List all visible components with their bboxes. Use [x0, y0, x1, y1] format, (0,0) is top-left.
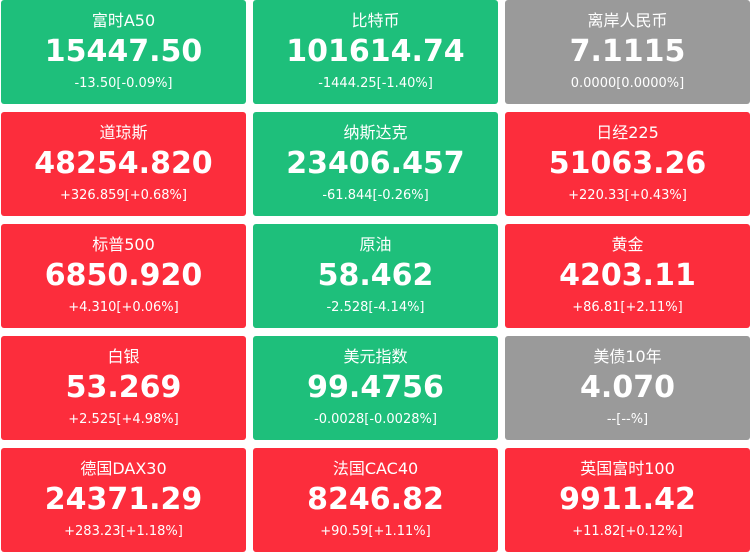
- quote-change: +283.23[+1.18%]: [64, 524, 183, 539]
- quote-tile-cac40[interactable]: 法国CAC40 8246.82 +90.59[+1.11%]: [253, 448, 498, 552]
- quote-name: 黄金: [611, 235, 644, 254]
- quote-change: +220.33[+0.43%]: [568, 188, 687, 203]
- quote-price: 4.070: [580, 370, 675, 405]
- quote-name: 白银: [107, 347, 140, 366]
- quote-price: 9911.42: [559, 482, 696, 517]
- quote-change: +86.81[+2.11%]: [572, 300, 683, 315]
- quote-tile-nikkei-225[interactable]: 日经225 51063.26 +220.33[+0.43%]: [505, 112, 750, 216]
- quote-tile-dax30[interactable]: 德国DAX30 24371.29 +283.23[+1.18%]: [1, 448, 246, 552]
- quote-tile-bitcoin[interactable]: 比特币 101614.74 -1444.25[-1.40%]: [253, 0, 498, 104]
- quote-change: -0.0028[-0.0028%]: [314, 412, 437, 427]
- quote-tile-gold[interactable]: 黄金 4203.11 +86.81[+2.11%]: [505, 224, 750, 328]
- quote-change: -1444.25[-1.40%]: [318, 76, 433, 91]
- quote-name: 道琼斯: [99, 123, 148, 142]
- quote-price: 53.269: [65, 370, 182, 405]
- quote-price: 4203.11: [559, 258, 696, 293]
- quote-tile-nasdaq[interactable]: 纳斯达克 23406.457 -61.844[-0.26%]: [253, 112, 498, 216]
- quote-price: 8246.82: [307, 482, 444, 517]
- quote-price: 58.462: [317, 258, 434, 293]
- quote-tile-dollar-index[interactable]: 美元指数 99.4756 -0.0028[-0.0028%]: [253, 336, 498, 440]
- quote-name: 英国富时100: [580, 459, 675, 478]
- quote-change: +90.59[+1.11%]: [320, 524, 431, 539]
- quote-price: 6850.920: [44, 258, 203, 293]
- quote-tile-silver[interactable]: 白银 53.269 +2.525[+4.98%]: [1, 336, 246, 440]
- quote-tile-ftse-china-a50[interactable]: 富时A50 15447.50 -13.50[-0.09%]: [1, 0, 246, 104]
- quote-change: +4.310[+0.06%]: [68, 300, 179, 315]
- quote-name: 法国CAC40: [332, 459, 419, 478]
- quote-name: 标普500: [92, 235, 155, 254]
- quote-name: 比特币: [351, 11, 400, 30]
- quote-change: -2.528[-4.14%]: [326, 300, 425, 315]
- quote-change: +2.525[+4.98%]: [68, 412, 179, 427]
- quote-name: 美元指数: [343, 347, 408, 366]
- quote-name: 美债10年: [593, 347, 662, 366]
- quote-price: 99.4756: [307, 370, 444, 405]
- quote-price: 101614.74: [286, 34, 465, 69]
- quote-name: 德国DAX30: [80, 459, 167, 478]
- quote-change: -61.844[-0.26%]: [322, 188, 429, 203]
- quote-tile-crude-oil[interactable]: 原油 58.462 -2.528[-4.14%]: [253, 224, 498, 328]
- quote-price: 51063.26: [548, 146, 707, 181]
- quote-name: 日经225: [596, 123, 659, 142]
- quote-name: 离岸人民币: [587, 11, 668, 30]
- quote-tile-dow-jones[interactable]: 道琼斯 48254.820 +326.859[+0.68%]: [1, 112, 246, 216]
- quote-name: 原油: [359, 235, 392, 254]
- quote-tile-sp500[interactable]: 标普500 6850.920 +4.310[+0.06%]: [1, 224, 246, 328]
- quote-change: --[--%]: [606, 412, 649, 427]
- quote-change: +11.82[+0.12%]: [572, 524, 683, 539]
- quote-change: +326.859[+0.68%]: [60, 188, 187, 203]
- quote-name: 纳斯达克: [343, 123, 408, 142]
- quote-price: 23406.457: [286, 146, 465, 181]
- quote-name: 富时A50: [91, 11, 156, 30]
- quote-price: 48254.820: [34, 146, 213, 181]
- quote-price: 7.1115: [569, 34, 686, 69]
- quote-tile-offshore-rmb[interactable]: 离岸人民币 7.1115 0.0000[0.0000%]: [505, 0, 750, 104]
- quote-change: 0.0000[0.0000%]: [570, 76, 685, 91]
- quote-tile-us-10y-treasury[interactable]: 美债10年 4.070 --[--%]: [505, 336, 750, 440]
- quote-price: 24371.29: [44, 482, 203, 517]
- quote-tile-ftse100[interactable]: 英国富时100 9911.42 +11.82[+0.12%]: [505, 448, 750, 552]
- quote-price: 15447.50: [44, 34, 203, 69]
- quote-change: -13.50[-0.09%]: [74, 76, 173, 91]
